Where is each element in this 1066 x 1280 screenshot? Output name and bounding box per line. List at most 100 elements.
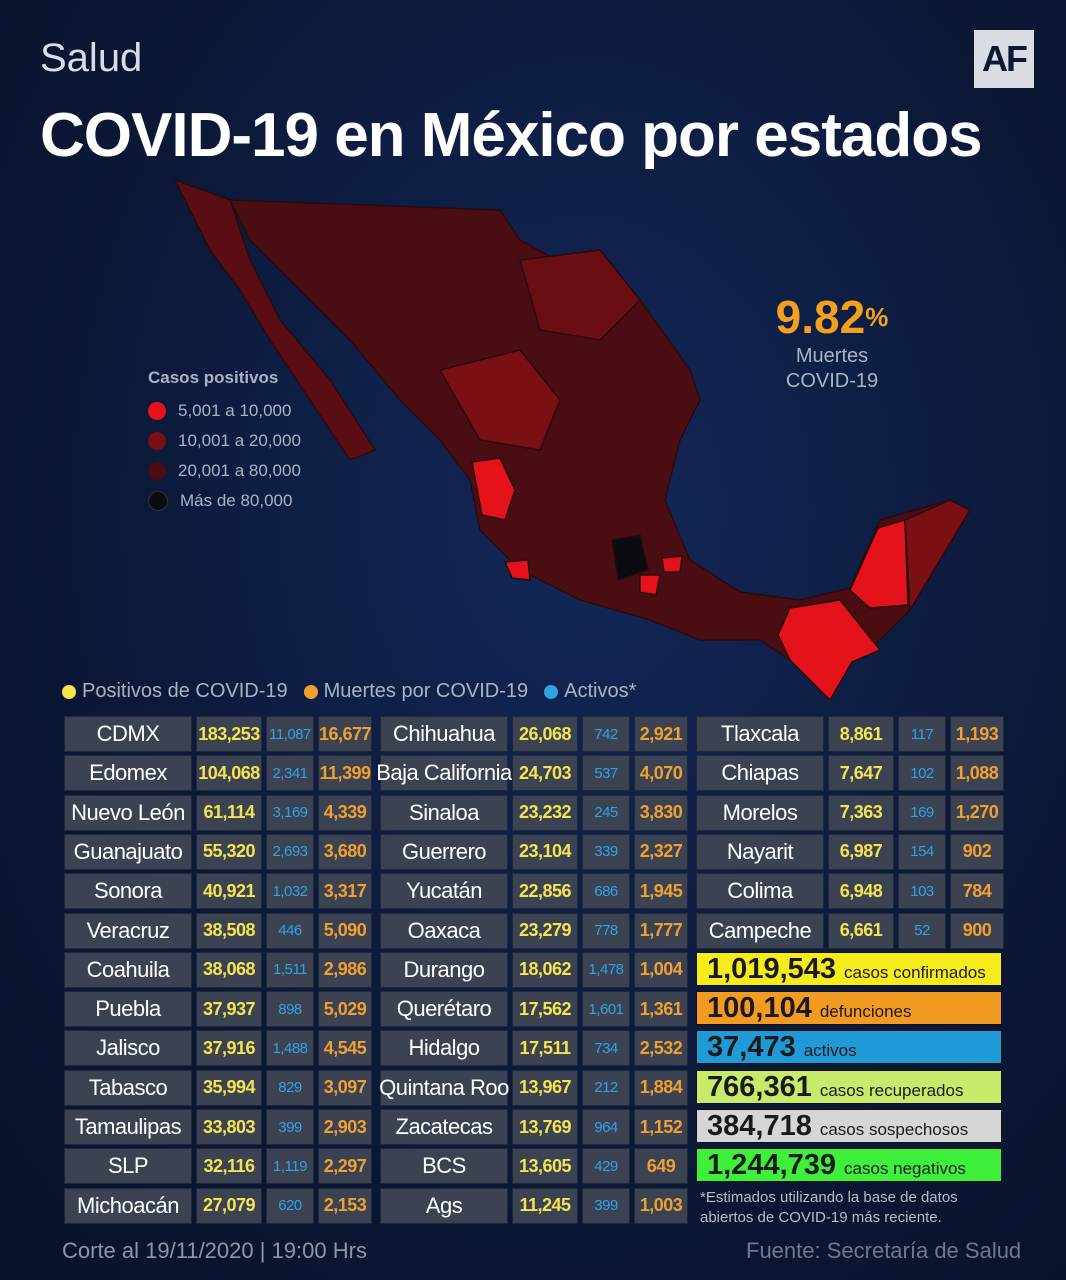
death-count: 1,003 xyxy=(634,1187,688,1224)
active-count: 1,511 xyxy=(266,951,314,988)
active-count: 2,693 xyxy=(266,833,314,870)
active-count: 1,119 xyxy=(266,1148,314,1185)
death-count: 1,088 xyxy=(950,755,1004,792)
active-count: 102 xyxy=(898,755,946,792)
death-count: 5,029 xyxy=(318,991,372,1028)
death-count: 16,677 xyxy=(318,716,372,752)
active-count: 620 xyxy=(266,1187,314,1224)
death-count: 2,153 xyxy=(318,1187,372,1224)
map-state xyxy=(503,559,531,581)
state-name: Guerrero xyxy=(380,833,508,870)
table-legend: Positivos de COVID-19 Muertes por COVID-1… xyxy=(62,680,636,703)
active-count: 734 xyxy=(582,1030,630,1067)
state-name: Nuevo León xyxy=(64,794,192,831)
active-count: 169 xyxy=(898,794,946,831)
state-name: Yucatán xyxy=(380,873,508,910)
legend-swatch xyxy=(148,432,166,450)
map-state xyxy=(639,574,661,596)
active-count: 103 xyxy=(898,873,946,910)
map-legend-title: Casos positivos xyxy=(148,368,279,387)
map-legend: Casos positivos 5,001 a 10,000 10,001 a 2… xyxy=(148,368,301,516)
map-legend-item: 20,001 a 80,000 xyxy=(148,456,301,486)
state-name: Oaxaca xyxy=(380,912,508,949)
positive-count: 104,068 xyxy=(196,755,262,792)
active-count: 212 xyxy=(582,1069,630,1106)
map-state xyxy=(904,499,972,613)
active-count: 52 xyxy=(898,912,946,949)
active-count: 117 xyxy=(898,716,946,752)
active-count: 1,601 xyxy=(582,991,630,1028)
state-name: Coahuila xyxy=(64,951,192,988)
highlight: 9.82% Muertes COVID-19 xyxy=(760,290,904,394)
table-legend-item: Muertes por COVID-19 xyxy=(303,680,529,703)
positive-count: 38,508 xyxy=(196,912,262,949)
map-legend-item: 10,001 a 20,000 xyxy=(148,426,301,456)
positive-count: 7,363 xyxy=(828,794,894,831)
map-state xyxy=(661,555,683,573)
positive-count: 22,856 xyxy=(512,873,578,910)
death-count: 2,903 xyxy=(318,1109,372,1145)
death-count: 649 xyxy=(634,1148,688,1185)
state-name: Querétaro xyxy=(380,991,508,1028)
positive-count: 17,511 xyxy=(512,1030,578,1067)
active-count: 339 xyxy=(582,833,630,870)
active-count: 3,169 xyxy=(266,794,314,831)
active-count: 829 xyxy=(266,1069,314,1106)
active-count: 1,488 xyxy=(266,1030,314,1067)
state-name: Chiapas xyxy=(696,755,824,792)
state-name: Sonora xyxy=(64,873,192,910)
active-count: 399 xyxy=(266,1109,314,1145)
state-name: Campeche xyxy=(696,912,824,949)
total-box: 384,718 casos sospechosos xyxy=(696,1109,1002,1143)
active-count: 686 xyxy=(582,873,630,910)
active-count: 778 xyxy=(582,912,630,949)
total-value: 37,473 xyxy=(707,1031,796,1064)
death-count: 4,339 xyxy=(318,794,372,831)
legend-swatch xyxy=(62,684,76,699)
state-name: Edomex xyxy=(64,755,192,792)
positive-count: 6,661 xyxy=(828,912,894,949)
state-name: Quintana Roo xyxy=(379,1069,509,1106)
death-count: 5,090 xyxy=(318,912,372,949)
positive-count: 13,605 xyxy=(512,1148,578,1185)
highlight-label: Muertes xyxy=(795,345,869,367)
death-count: 2,986 xyxy=(318,951,372,988)
legend-label: Activos* xyxy=(564,680,637,702)
table-legend-item: Positivos de COVID-19 xyxy=(62,680,288,703)
map-legend-item: Más de 80,000 xyxy=(148,486,301,516)
death-count: 3,680 xyxy=(318,833,372,870)
state-name: Zacatecas xyxy=(380,1109,508,1145)
positive-count: 26,068 xyxy=(512,716,578,752)
active-count: 964 xyxy=(582,1109,630,1145)
total-box: 766,361 casos recuperados xyxy=(696,1069,1002,1104)
state-name: Tabasco xyxy=(64,1069,192,1106)
death-count: 1,270 xyxy=(950,794,1004,831)
legend-label: 20,001 a 80,000 xyxy=(178,461,301,480)
positive-count: 33,803 xyxy=(196,1109,262,1145)
state-name: Jalisco xyxy=(64,1030,192,1067)
death-count: 4,070 xyxy=(634,755,688,792)
positive-count: 7,647 xyxy=(828,755,894,792)
positive-count: 61,114 xyxy=(196,794,262,831)
state-name: Tlaxcala xyxy=(696,716,824,752)
highlight-label: COVID-19 xyxy=(785,370,879,392)
legend-label: Muertes por COVID-19 xyxy=(323,680,529,702)
state-name: Chihuahua xyxy=(380,716,508,752)
positive-count: 27,079 xyxy=(196,1187,262,1224)
map-baja xyxy=(173,178,377,461)
total-box: 100,104 defunciones xyxy=(696,991,1002,1026)
legend-swatch xyxy=(544,684,559,699)
positive-count: 24,703 xyxy=(512,755,578,792)
active-count: 1,478 xyxy=(582,951,630,988)
legend-swatch xyxy=(148,462,166,480)
total-label: casos recuperados xyxy=(819,1080,964,1100)
total-box: 1,019,543 casos confirmados xyxy=(696,951,1002,986)
state-name: Baja California xyxy=(376,755,512,792)
map-state xyxy=(438,349,561,451)
total-label: activos xyxy=(803,1041,857,1061)
total-value: 1,019,543 xyxy=(707,952,837,985)
total-label: casos negativos xyxy=(844,1159,966,1179)
map-state xyxy=(611,534,649,581)
positive-count: 23,279 xyxy=(512,912,578,949)
positive-count: 13,967 xyxy=(512,1069,578,1106)
